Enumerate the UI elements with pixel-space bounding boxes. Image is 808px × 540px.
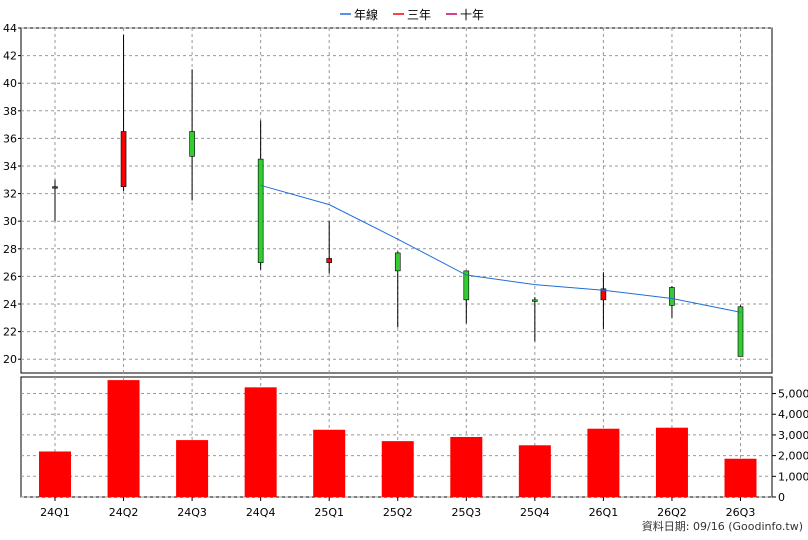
legend-label-1: 三年 <box>407 8 431 22</box>
price-panel: 20 22 24 26 28 30 32 34 36 38 40 42 44 <box>3 22 773 374</box>
x-tick-label: 24Q4 <box>246 506 276 519</box>
x-tick-label: 25Q4 <box>520 506 550 519</box>
price-tick-label: 30 <box>3 215 17 228</box>
candle-body <box>326 258 333 263</box>
volume-bar <box>518 445 551 497</box>
x-tick-label: 24Q1 <box>40 506 70 519</box>
volume-bar <box>176 440 209 497</box>
candle-body <box>52 186 58 189</box>
price-tick-label: 20 <box>3 353 17 366</box>
candle-body <box>463 270 470 301</box>
volume-bar <box>655 427 688 497</box>
candle-body <box>669 287 675 306</box>
candle-body <box>394 252 401 272</box>
x-tick-label: 26Q2 <box>657 506 687 519</box>
x-tick-label: 25Q1 <box>314 506 344 519</box>
volume-tick-label: 2,000 <box>778 450 808 463</box>
candle-body <box>737 306 744 357</box>
x-tick-label: 24Q3 <box>177 506 207 519</box>
volume-tick-label: 1,000 <box>778 470 808 483</box>
candle-body <box>600 288 607 301</box>
candle-body <box>257 158 264 263</box>
volume-tick-label: 5,000 <box>778 388 808 401</box>
price-tick-label: 42 <box>3 50 17 63</box>
volume-bar <box>724 458 757 497</box>
price-tick-label: 34 <box>3 160 17 173</box>
volume-bar <box>107 380 140 497</box>
candle-body <box>120 131 127 188</box>
price-tick-label: 32 <box>3 188 17 201</box>
x-tick-label: 25Q2 <box>383 506 413 519</box>
x-tick-label: 25Q3 <box>451 506 481 519</box>
price-tick-label: 28 <box>3 243 17 256</box>
price-plot-area <box>20 27 773 374</box>
x-tick-label: 26Q3 <box>726 506 756 519</box>
price-tick-label: 40 <box>3 77 17 90</box>
x-tick-label: 26Q1 <box>589 506 619 519</box>
volume-bar <box>39 451 71 497</box>
price-tick-label: 26 <box>3 270 17 283</box>
candle-body <box>189 131 195 157</box>
legend-label-2: 十年 <box>460 8 484 22</box>
volume-tick-label: 0 <box>778 491 785 504</box>
volume-tick-label: 4,000 <box>778 408 808 421</box>
volume-bar <box>313 429 346 497</box>
series-line-0 <box>260 184 741 313</box>
volume-panel: 0 1,000 2,000 3,000 4,000 5,000 <box>20 376 808 504</box>
price-tick-label: 36 <box>3 132 17 145</box>
volume-bar <box>381 441 414 497</box>
x-axis: 24Q1 24Q2 24Q3 24Q4 25Q1 25Q2 25Q3 25Q4 26Q1 26Q2… <box>40 497 755 519</box>
price-tick-label: 24 <box>3 298 17 311</box>
price-tick-label: 38 <box>3 105 17 118</box>
candle-body <box>532 299 538 302</box>
price-tick-label: 44 <box>3 22 17 35</box>
x-tick-label: 24Q2 <box>109 506 139 519</box>
legend-label-0: 年線 <box>354 7 378 22</box>
volume-tick-label: 3,000 <box>778 429 808 442</box>
volume-bar <box>244 387 277 497</box>
volume-bar <box>450 437 483 497</box>
price-tick-label: 22 <box>3 326 17 339</box>
source-label: 資料日期: 09/16 (Goodinfo.tw) <box>642 519 803 533</box>
volume-bar <box>587 428 620 497</box>
legend: 年線 三年 十年 <box>340 7 484 22</box>
